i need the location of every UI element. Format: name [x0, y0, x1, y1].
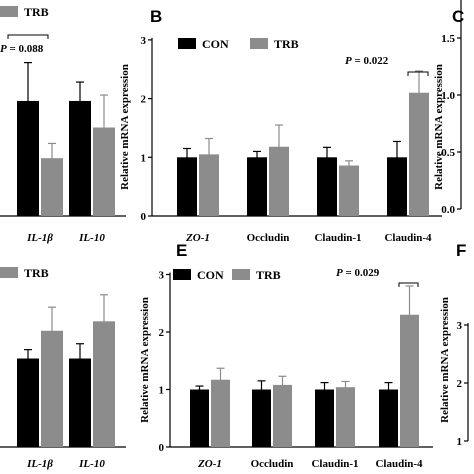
x-category-label: Claudin-4 — [384, 232, 432, 244]
y-tick-label: 0 — [159, 442, 165, 454]
x-category-label: ZO-1 — [197, 458, 222, 470]
bar-con — [190, 389, 209, 447]
y-tick-label: 1.5 — [441, 33, 455, 45]
bar-trb — [41, 330, 63, 447]
bar-con — [379, 389, 398, 447]
x-category-label: Occludin — [251, 458, 294, 470]
panel-letter: F — [456, 241, 466, 260]
legend-swatch — [232, 269, 250, 280]
legend-label: TRB — [256, 268, 281, 282]
significance-bracket — [407, 71, 429, 76]
bar-trb — [339, 165, 359, 216]
y-tick-label: 3 — [141, 35, 147, 47]
panel-letter: C — [452, 7, 464, 26]
bar-trb — [41, 158, 63, 216]
chart-panel-2: B 0 1 2 3 Relative mRNA expression ZO-1 Occludi… — [119, 7, 442, 244]
legend-label: CON — [202, 37, 229, 51]
bar-con — [69, 358, 91, 447]
significance-bracket — [398, 282, 419, 287]
x-category-label: IL-10 — [78, 232, 105, 244]
bar-con — [315, 389, 334, 447]
bar-trb — [93, 321, 115, 447]
bar-trb — [336, 387, 355, 447]
bar-trb — [273, 384, 292, 447]
y-tick-label: 1.0 — [441, 90, 455, 102]
y-tick-label: 2 — [159, 327, 165, 339]
bar-con — [252, 389, 271, 447]
x-category-label: IL-1β — [26, 232, 53, 244]
y-tick-label: 1 — [457, 436, 463, 448]
p-value-label: P = 0.029 — [336, 267, 380, 279]
y-tick-label: 3 — [159, 270, 165, 282]
chart-panel-5: E 0 1 2 3 Relative mRNA expression ZO-1 Occludi… — [139, 241, 433, 470]
chart-panel-6: F 1 2 3 Relative mRNA expression — [439, 241, 469, 448]
bar-con — [387, 157, 407, 216]
bar-trb — [93, 127, 115, 216]
significance-bracket — [7, 34, 49, 39]
bar-trb — [409, 92, 429, 216]
y-tick-label: 2 — [457, 378, 463, 390]
x-category-label: IL-1β — [26, 458, 53, 470]
y-tick-label: 3 — [457, 320, 463, 332]
bar-trb — [211, 379, 230, 447]
panel-letter: B — [150, 7, 162, 26]
p-value-label: P = 0.022 — [345, 55, 389, 67]
bar-con — [17, 100, 39, 216]
chart-panel-4: IL-1β IL-10 TRB — [0, 266, 126, 470]
bar-con — [177, 157, 197, 216]
legend-label: TRB — [24, 266, 49, 280]
legend-label: TRB — [274, 37, 299, 51]
bar-trb — [269, 146, 289, 216]
chart-panel-1: IL-1β IL-10 TRB P = 0.088 — [0, 5, 126, 244]
y-tick-label: 0.0 — [441, 204, 455, 216]
chart-panel-3: C0.00.51.01.52.0Relative mRNA expression — [433, 0, 464, 216]
y-tick-label: 2 — [141, 94, 147, 106]
legend-swatch — [0, 267, 18, 278]
y-tick-label: 0.5 — [441, 147, 455, 159]
y-axis-label: Relative mRNA expression — [139, 297, 151, 423]
x-category-label: Claudin-1 — [314, 232, 361, 244]
bar-con — [247, 157, 267, 216]
bar-con — [317, 157, 337, 216]
y-tick-label: 0 — [141, 211, 147, 223]
bar-trb — [400, 314, 419, 447]
bar-con — [17, 358, 39, 447]
y-axis-label: Relative mRNA expression — [433, 64, 445, 190]
x-category-label: Occludin — [247, 232, 290, 244]
bar-trb — [199, 154, 219, 216]
legend-label: TRB — [24, 5, 49, 19]
x-category-label: IL-10 — [78, 458, 105, 470]
y-axis-label: Relative mRNA expression — [439, 297, 451, 423]
x-category-label: Claudin-1 — [311, 458, 358, 470]
legend-label: CON — [197, 268, 224, 282]
x-category-label: ZO-1 — [185, 232, 210, 244]
p-value-label: P = 0.088 — [0, 43, 44, 55]
legend-swatch — [173, 269, 191, 280]
y-tick-label: 1 — [159, 385, 165, 397]
y-tick-label: 1 — [141, 152, 147, 164]
bar-con — [69, 100, 91, 216]
y-axis-label: Relative mRNA expression — [119, 64, 131, 190]
legend-swatch — [0, 6, 18, 17]
panel-letter: E — [176, 241, 187, 260]
x-category-label: Claudin-4 — [375, 458, 423, 470]
legend-swatch — [250, 38, 268, 49]
legend-swatch — [178, 38, 196, 49]
